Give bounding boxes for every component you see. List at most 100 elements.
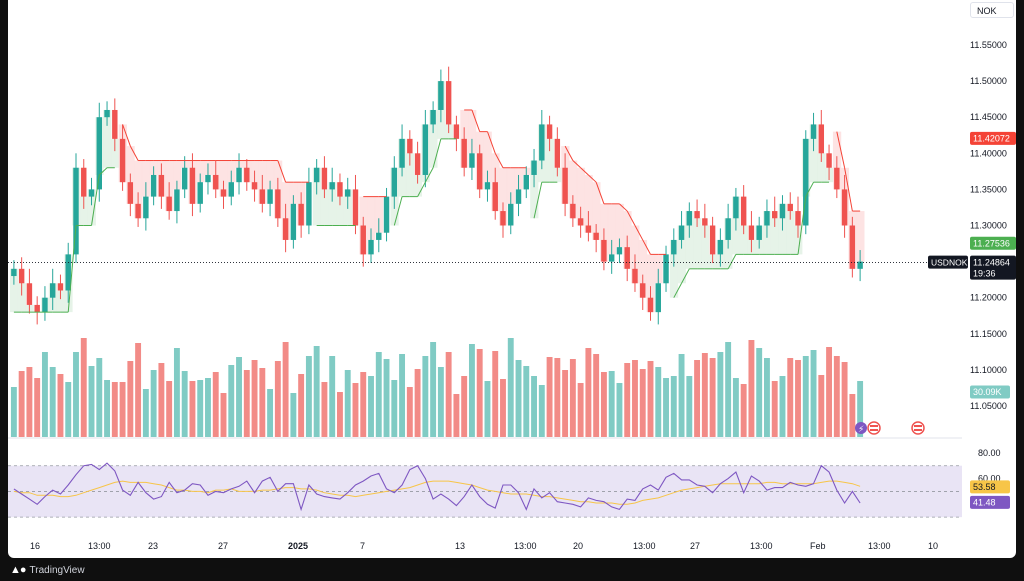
rsi-ma-line [13, 480, 861, 505]
time-tick-label: 13:00 [514, 541, 537, 551]
volume-bar [375, 352, 382, 437]
candle-body [112, 109, 118, 139]
volume-bar [41, 352, 48, 437]
flag-stripe [914, 425, 922, 427]
candle-body [18, 268, 25, 284]
volume-bar [554, 358, 561, 437]
supertrend-line [564, 145, 574, 161]
candle-body [678, 225, 685, 240]
candle-body [717, 239, 724, 255]
volume-bar [399, 354, 406, 437]
supertrend-fill [87, 189, 96, 226]
volume-bar [251, 360, 258, 437]
candle-body [49, 283, 56, 298]
candle-body [166, 196, 172, 212]
volume-bar [655, 367, 662, 437]
supertrend-fill [592, 182, 601, 240]
volume-bar [818, 375, 825, 437]
candle-body [81, 167, 87, 197]
supertrend-fill [669, 239, 679, 298]
volume-bar [298, 374, 305, 437]
volume-bar [88, 366, 95, 437]
volume-bar [849, 394, 856, 437]
supertrend-fill [79, 196, 89, 226]
supertrend-fill [809, 124, 818, 183]
candle-body [570, 203, 576, 219]
chart-canvas[interactable]: 80.00 60.00 11.55000 11.50000 11.45000 11.40… [8, 0, 1016, 558]
volume-bar [65, 382, 72, 437]
candle-body [345, 189, 351, 197]
candle-body [259, 189, 266, 204]
supertrend-line [122, 124, 131, 147]
currency-selector[interactable]: NOK [970, 2, 1014, 18]
supertrend-line [727, 254, 737, 270]
candle-body [220, 189, 227, 197]
candle-body [686, 211, 693, 226]
volume-bar [150, 370, 157, 437]
candle-body [508, 203, 514, 226]
volume-bar [197, 380, 204, 437]
chart-panel[interactable]: 80.00 60.00 11.55000 11.50000 11.45000 11.40… [8, 0, 1016, 558]
volume-bar [422, 356, 429, 437]
volume-bar [701, 353, 708, 437]
volume-bar [725, 342, 732, 437]
rsi-tick-label: 60.00 [978, 474, 1001, 484]
supertrend-line [805, 181, 814, 197]
volume-bar [624, 363, 631, 437]
candle-body [127, 182, 134, 204]
volume-bar [600, 372, 607, 437]
time-tick-label: 13:00 [633, 541, 656, 551]
candle-body [608, 254, 615, 262]
footer-bar: ▲● TradingView [0, 558, 1024, 581]
flag-stripe [914, 429, 922, 431]
supertrend-fill [770, 218, 780, 255]
volume-bar [857, 381, 864, 437]
supertrend-fill [685, 211, 694, 269]
volume-bar [748, 340, 755, 437]
price-tick-label: 11.50000 [970, 76, 1007, 86]
supertrend-fill [141, 160, 151, 197]
supertrend-line [588, 174, 597, 183]
volume-bar [236, 357, 242, 437]
candle-body [181, 167, 188, 190]
volume-bar [119, 382, 126, 437]
volume-label: 30.09K [973, 387, 1002, 397]
volume-bar [383, 359, 390, 437]
volume-bar [756, 348, 763, 437]
last-price-label: 11.24864 [973, 258, 1010, 268]
volume-bar [181, 371, 188, 437]
brand-name: TradingView [29, 564, 85, 576]
candle-body [849, 225, 856, 269]
candle-body [624, 247, 630, 269]
candle-body [26, 283, 33, 305]
volume-bar [802, 356, 809, 437]
volume-bar [787, 358, 794, 437]
volume-bar [523, 366, 530, 437]
candle-body [585, 225, 592, 233]
flag-stripe [870, 425, 878, 427]
price-tick-label: 11.40000 [970, 148, 1007, 158]
us-flag-event-icon [911, 421, 925, 435]
brand[interactable]: ▲● TradingView [10, 564, 85, 576]
time-tick-label: 13:00 [88, 541, 111, 551]
volume-bar [593, 354, 600, 437]
supertrend-fill [336, 196, 345, 226]
supertrend-line [642, 239, 651, 255]
candle-body [88, 189, 95, 197]
supertrend-fill [367, 196, 376, 240]
candle-body [640, 283, 646, 298]
price-tick-label: 11.55000 [970, 40, 1007, 50]
lightning-glyph: ⚡ [858, 425, 864, 435]
volume-bar [220, 393, 227, 437]
supertrend-line [681, 268, 690, 284]
candle-body [321, 167, 328, 190]
candle-body [267, 189, 273, 204]
candle-body [298, 203, 304, 226]
supertrend-line [533, 182, 543, 219]
candle-body [795, 211, 801, 226]
time-tick-label: Feb [810, 541, 826, 551]
candle-body [438, 81, 444, 110]
candle-body [135, 203, 141, 219]
candle-body [158, 174, 165, 197]
candle-body [748, 225, 755, 240]
